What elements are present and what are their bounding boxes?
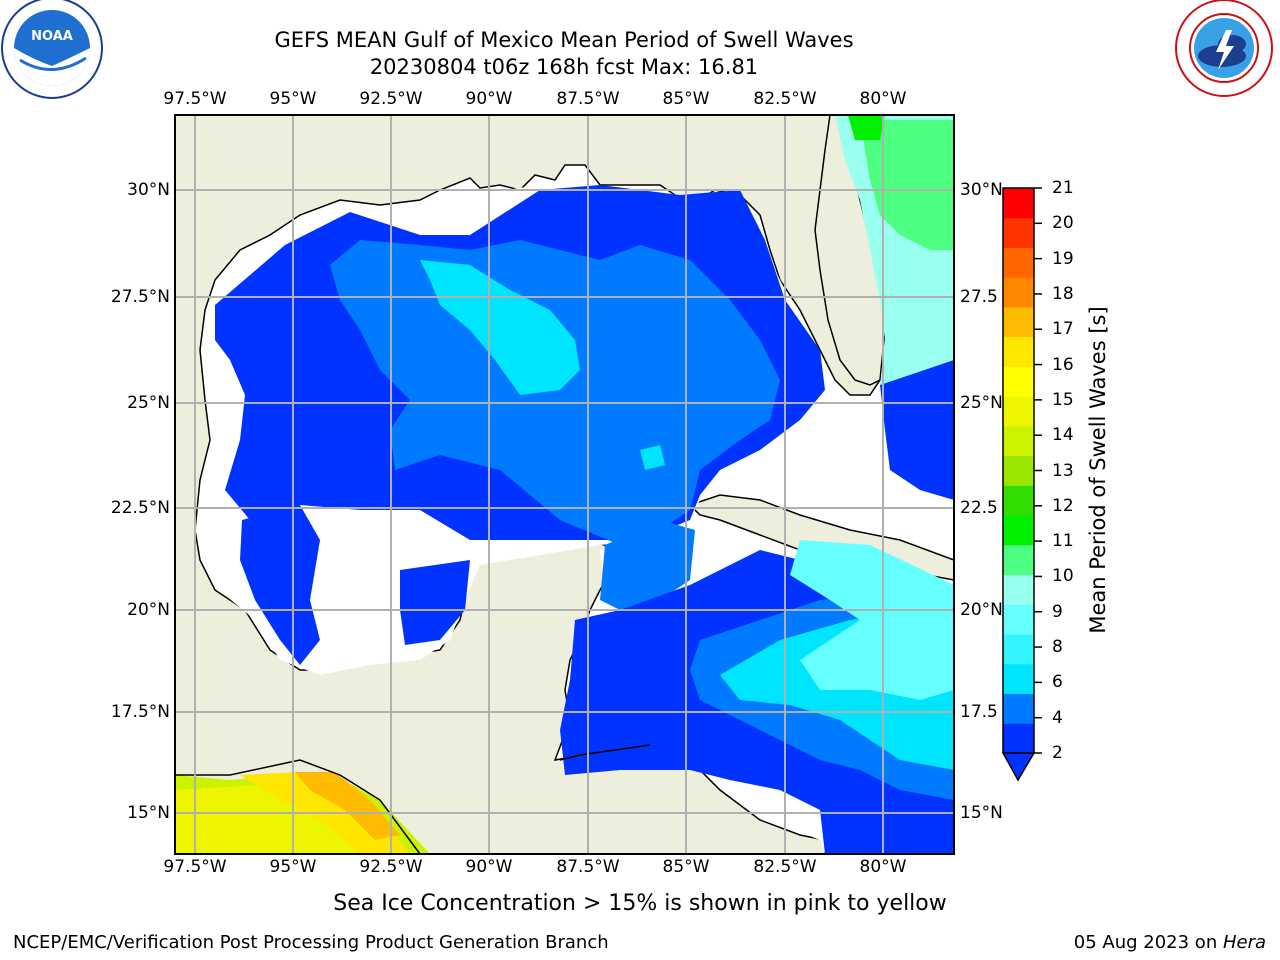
colorbar-tick-label: 12 (1052, 495, 1074, 516)
lon-label-bottom: 90°W (465, 857, 513, 877)
swell-carib-8-9 (790, 540, 954, 700)
colorbar-segment (1003, 188, 1034, 219)
footer-credit: NCEP/EMC/Verification Post Processing Pr… (13, 932, 609, 953)
lat-label-right: 30°N (960, 180, 1003, 200)
lon-label-bottom: 82.5°W (753, 857, 817, 877)
colorbar-segment (1003, 634, 1034, 665)
colorbar-tick-label: 13 (1052, 460, 1074, 481)
footer-machine: Hera (1222, 932, 1266, 953)
colorbar-tick-label: 11 (1052, 531, 1074, 552)
colorbar-tick-label: 9 (1052, 601, 1063, 622)
swell-band-4-6 (330, 240, 780, 545)
lat-label-right: 17.5 (960, 702, 998, 722)
colorbar-tick-label: 19 (1052, 248, 1074, 269)
lon-label-top: 85°W (662, 89, 710, 109)
colorbar-segment (1003, 425, 1034, 457)
lon-label-top: 82.5°W (753, 89, 817, 109)
lon-label-top: 87.5°W (556, 89, 620, 109)
colorbar-tick-label: 21 (1052, 178, 1074, 198)
colorbar-segment (1003, 544, 1034, 576)
lat-label-right: 27.5 (960, 287, 998, 307)
lon-label-top: 80°W (859, 89, 907, 109)
colorbar (1003, 187, 1042, 754)
us-gulf-coast (174, 114, 955, 855)
colorbar-tick-label: 15 (1052, 389, 1074, 410)
swell-band-6-8-small (640, 445, 665, 470)
colorbar-segment (1003, 663, 1034, 695)
noaa-logo: NOAA (1, 0, 103, 99)
colorbar-segment (1003, 693, 1034, 724)
lon-label-top: 95°W (269, 89, 317, 109)
colorbar-segment (1003, 336, 1034, 367)
colorbar-tick-label: 17 (1052, 319, 1074, 340)
colorbar-segment (1003, 217, 1034, 248)
lon-label-top: 90°W (465, 89, 513, 109)
footer-date-text: 05 Aug 2023 on (1073, 932, 1223, 953)
colorbar-segment (1003, 604, 1034, 635)
swell-band-2-4-west (240, 505, 320, 665)
plot-subtitle: 20230804 t06z 168h fcst Max: 16.81 (369, 55, 759, 79)
colorbar-segment (1003, 306, 1034, 338)
colorbar-tick-label: 20 (1052, 213, 1074, 234)
lon-label-bottom: 85°W (662, 857, 710, 877)
noaa-logo-text: NOAA (31, 29, 73, 44)
lat-label-left: 22.5°N (110, 498, 170, 518)
swell-band-6-8 (420, 260, 580, 395)
nws-logo (1175, 0, 1273, 97)
colorbar-segment (1003, 455, 1034, 486)
lon-label-bottom: 92.5°W (359, 857, 423, 877)
swell-atlantic-10-11 (848, 115, 885, 140)
colorbar-tick-label: 14 (1052, 425, 1074, 446)
colorbar-segment (1003, 723, 1034, 754)
swell-field (175, 115, 954, 854)
colorbar-extend-arrow (1001, 752, 1036, 782)
colorbar-tick-label: 2 (1052, 743, 1063, 763)
colorbar-segment (1003, 247, 1034, 278)
lat-label-left: 17.5°N (110, 702, 170, 722)
map-frame (174, 114, 955, 855)
gridlines (175, 115, 954, 854)
lat-label-left: 27.5°N (110, 287, 170, 307)
swell-band-4-6-channel (600, 520, 695, 610)
colorbar-segment (1003, 277, 1034, 308)
colorbar-segment (1003, 485, 1034, 516)
lat-label-left: 25°N (127, 393, 170, 413)
colorbar-segment (1003, 515, 1034, 546)
lon-label-top: 97.5°W (163, 89, 227, 109)
lat-label-left: 30°N (127, 180, 170, 200)
colorbar-segment (1003, 396, 1034, 427)
lat-label-left: 20°N (127, 600, 170, 620)
colorbar-tick-label: 16 (1052, 354, 1074, 375)
lon-label-bottom: 95°W (269, 857, 317, 877)
colorbar-label: Mean Period of Swell Waves [s] (1086, 306, 1110, 634)
sea-ice-note: Sea Ice Concentration > 15% is shown in … (333, 891, 947, 916)
colorbar-tick-label: 4 (1052, 707, 1063, 728)
lon-label-bottom: 87.5°W (556, 857, 620, 877)
lat-label-right: 22.5 (960, 498, 998, 518)
colorbar-tick-label: 10 (1052, 566, 1074, 587)
colorbar-segment (1003, 574, 1034, 605)
lat-label-right: 20°N (960, 600, 1003, 620)
lon-label-bottom: 97.5°W (163, 857, 227, 877)
lat-label-right: 25°N (960, 393, 1003, 413)
colorbar-segment (1003, 366, 1034, 397)
lat-label-right: 15°N (960, 803, 1003, 823)
colorbar-tick-label: 8 (1052, 637, 1063, 658)
colorbar-tick-label: 18 (1052, 283, 1074, 304)
plot-title: GEFS MEAN Gulf of Mexico Mean Period of … (274, 28, 854, 52)
colorbar-tick-label: 6 (1052, 672, 1063, 693)
swell-band-2-4-bay (400, 560, 470, 645)
footer-date: 05 Aug 2023 on Hera (1074, 932, 1266, 953)
lon-label-top: 92.5°W (359, 89, 423, 109)
lat-label-left: 15°N (127, 803, 170, 823)
lon-label-bottom: 80°W (859, 857, 907, 877)
swell-pacific-16-17 (295, 772, 400, 840)
swell-atlantic-2-4 (880, 360, 954, 500)
